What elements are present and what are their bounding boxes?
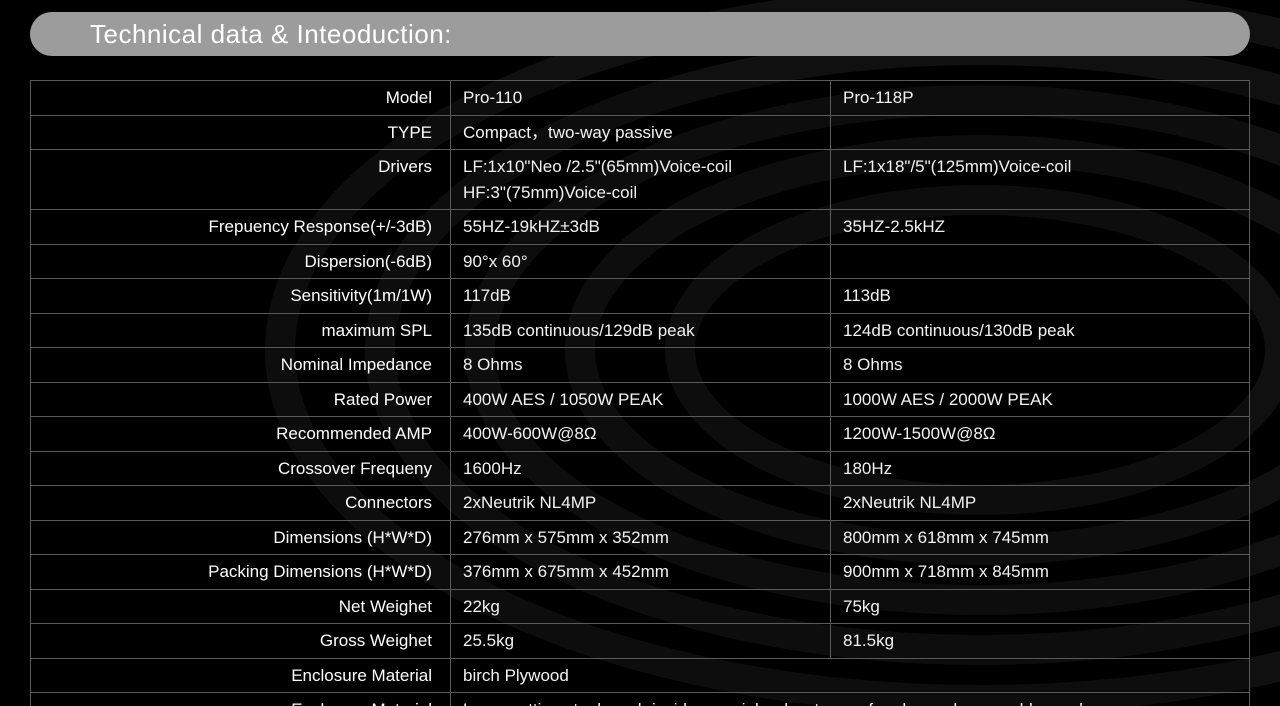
- table-row: Rated Power400W AES / 1050W PEAK1000W AE…: [31, 382, 1250, 417]
- table-row: TYPECompact，two-way passive: [31, 115, 1250, 150]
- spec-label: Enclosure Material: [31, 658, 451, 693]
- spec-value-col1: 400W-600W@8Ω: [451, 417, 831, 452]
- spec-label: Connectors: [31, 486, 451, 521]
- spec-table-container: ModelPro-110Pro-118PTYPECompact，two-way …: [30, 80, 1250, 706]
- spec-value-col2: 1200W-1500W@8Ω: [831, 417, 1250, 452]
- spec-label: Rated Power: [31, 382, 451, 417]
- spec-value-col1: 55HZ-19kHZ±3dB: [451, 210, 831, 245]
- section-title: Technical data & Inteoduction:: [90, 19, 452, 50]
- table-row: DriversLF:1x10"Neo /2.5"(65mm)Voice-coil…: [31, 150, 1250, 210]
- spec-value-col1: Compact，two-way passive: [451, 115, 831, 150]
- spec-label: Frepuency Response(+/-3dB): [31, 210, 451, 245]
- spec-value-col1: 8 Ohms: [451, 348, 831, 383]
- spec-label: Nominal Impedance: [31, 348, 451, 383]
- table-row: Connectors2xNeutrik NL4MP2xNeutrik NL4MP: [31, 486, 1250, 521]
- table-row: maximum SPL135dB continuous/129dB peak12…: [31, 313, 1250, 348]
- spec-value-col2: [831, 115, 1250, 150]
- spec-value-col1: Pro-110: [451, 81, 831, 116]
- spec-value-col1: 276mm x 575mm x 352mm: [451, 520, 831, 555]
- table-row: Frepuency Response(+/-3dB)55HZ-19kHZ±3dB…: [31, 210, 1250, 245]
- section-header-bar: Technical data & Inteoduction:: [30, 12, 1250, 56]
- spec-value-col2: 900mm x 718mm x 845mm: [831, 555, 1250, 590]
- spec-value-col2: 800mm x 618mm x 745mm: [831, 520, 1250, 555]
- spec-value-col2: 113dB: [831, 279, 1250, 314]
- spec-value-col2: 124dB continuous/130dB peak: [831, 313, 1250, 348]
- spec-value-col1: 90°x 60°: [451, 244, 831, 279]
- spec-value-col1: LF:1x10"Neo /2.5"(65mm)Voice-coilHF:3"(7…: [451, 150, 831, 210]
- spec-label: Model: [31, 81, 451, 116]
- spec-label: Packing Dimensions (H*W*D): [31, 555, 451, 590]
- spec-value-col2: LF:1x18"/5"(125mm)Voice-coil: [831, 150, 1250, 210]
- table-row: Enclosure Materialbirch Plywood: [31, 658, 1250, 693]
- table-row: Dimensions (H*W*D)276mm x 575mm x 352mm8…: [31, 520, 1250, 555]
- spec-value-col1: 25.5kg: [451, 624, 831, 659]
- spec-value-col1: 117dB: [451, 279, 831, 314]
- spec-value-col1: 135dB continuous/129dB peak: [451, 313, 831, 348]
- spec-value-col2: 75kg: [831, 589, 1250, 624]
- spec-label: Drivers: [31, 150, 451, 210]
- table-row: Net Weighet22kg75kg: [31, 589, 1250, 624]
- table-row: Nominal Impedance8 Ohms8 Ohms: [31, 348, 1250, 383]
- table-row: Recommended AMP400W-600W@8Ω1200W-1500W@8…: [31, 417, 1250, 452]
- spec-label: Recommended AMP: [31, 417, 451, 452]
- spec-label: TYPE: [31, 115, 451, 150]
- table-row: Dispersion(-6dB)90°x 60°: [31, 244, 1250, 279]
- spec-value-col1: 376mm x 675mm x 452mm: [451, 555, 831, 590]
- table-row: Gross Weighet25.5kg81.5kg: [31, 624, 1250, 659]
- spec-value-col2: [831, 244, 1250, 279]
- spec-label: Enclosure Material: [31, 693, 451, 706]
- spec-label: Sensitivity(1m/1W): [31, 279, 451, 314]
- spec-label: maximum SPL: [31, 313, 451, 348]
- spec-value-span: birch Plywood: [451, 658, 1250, 693]
- spec-value-col2: Pro-118P: [831, 81, 1250, 116]
- table-row: ModelPro-110Pro-118P: [31, 81, 1250, 116]
- spec-table: ModelPro-110Pro-118PTYPECompact，two-way …: [30, 80, 1250, 706]
- spec-value-col2: 8 Ohms: [831, 348, 1250, 383]
- spec-label: Dimensions (H*W*D): [31, 520, 451, 555]
- table-row: Sensitivity(1m/1W)117dB113dB: [31, 279, 1250, 314]
- spec-value-col1: 1600Hz: [451, 451, 831, 486]
- spec-value-span: Laser cutting steel mesh inside, special…: [451, 693, 1250, 706]
- spec-value-col2: 81.5kg: [831, 624, 1250, 659]
- table-row: Crossover Frequeny1600Hz180Hz: [31, 451, 1250, 486]
- spec-value-col1: 2xNeutrik NL4MP: [451, 486, 831, 521]
- spec-value-col1: 22kg: [451, 589, 831, 624]
- spec-label: Net Weighet: [31, 589, 451, 624]
- spec-label: Crossover Frequeny: [31, 451, 451, 486]
- spec-label: Dispersion(-6dB): [31, 244, 451, 279]
- spec-value-col2: 35HZ-2.5kHZ: [831, 210, 1250, 245]
- spec-label: Gross Weighet: [31, 624, 451, 659]
- spec-value-col2: 2xNeutrik NL4MP: [831, 486, 1250, 521]
- table-row: Packing Dimensions (H*W*D)376mm x 675mm …: [31, 555, 1250, 590]
- spec-value-col2: 180Hz: [831, 451, 1250, 486]
- spec-value-col2: 1000W AES / 2000W PEAK: [831, 382, 1250, 417]
- table-row: Enclosure MaterialLaser cutting steel me…: [31, 693, 1250, 706]
- spec-value-col1: 400W AES / 1050W PEAK: [451, 382, 831, 417]
